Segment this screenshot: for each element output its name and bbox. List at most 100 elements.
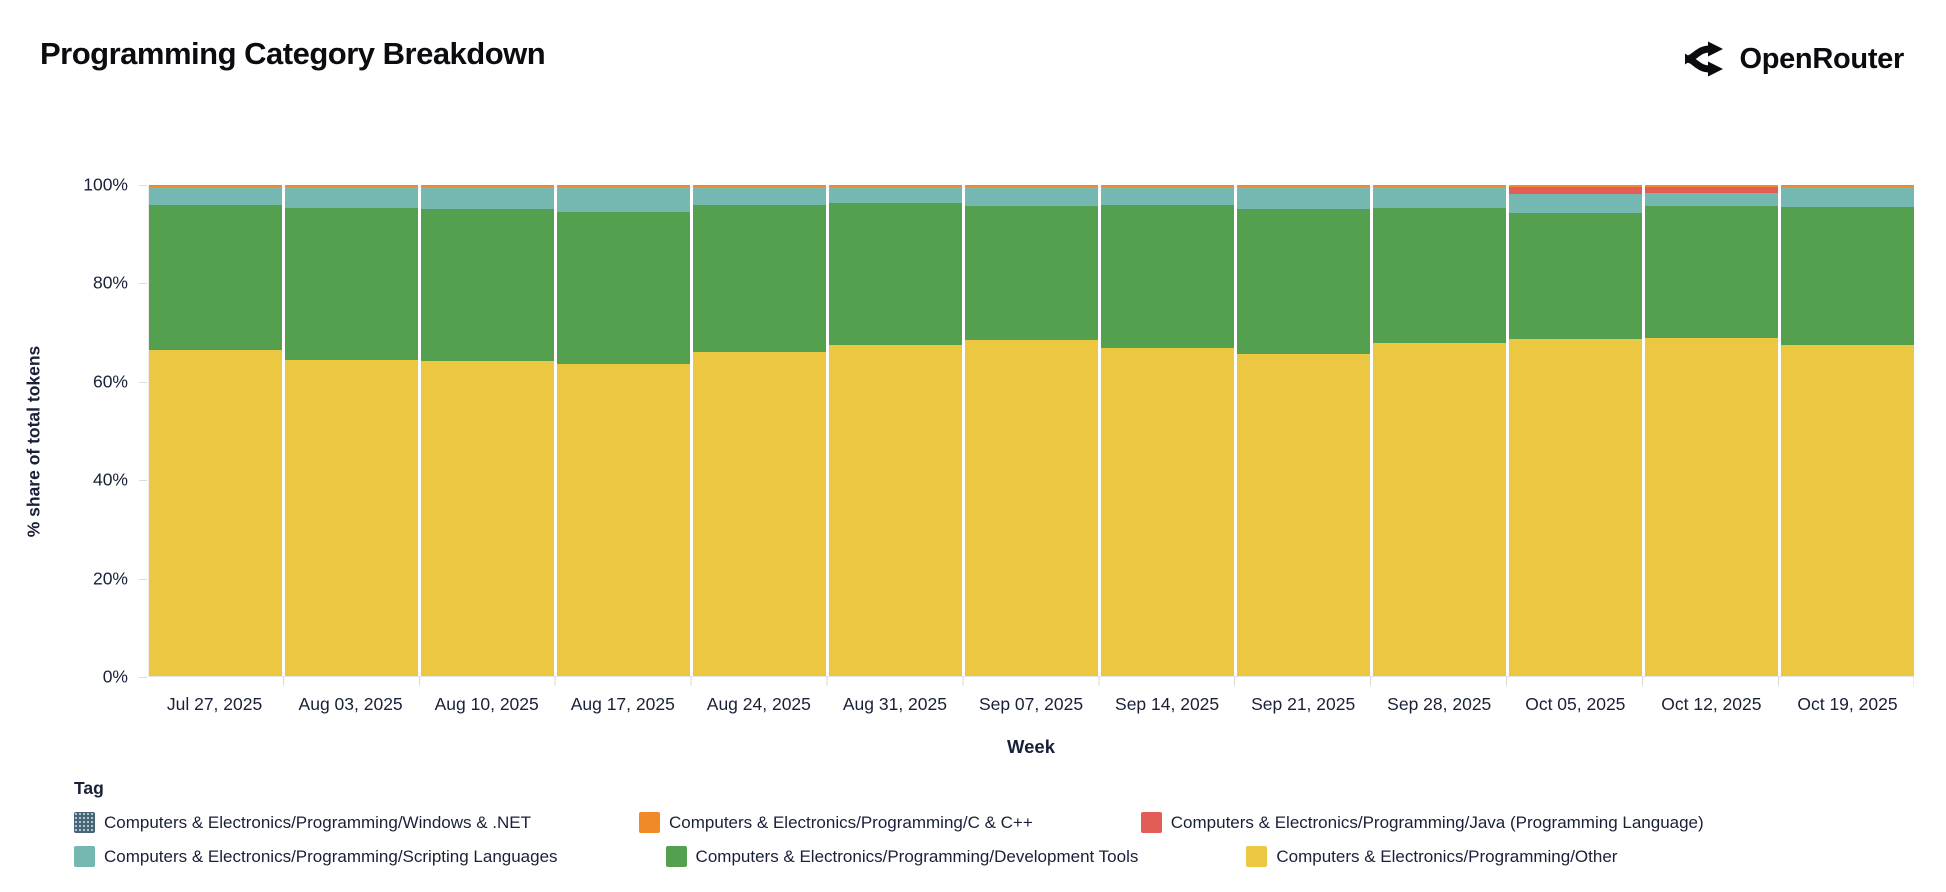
y-tick-label: 20%	[92, 568, 128, 589]
bar-segment[interactable]	[557, 186, 690, 212]
bar-segment[interactable]	[1645, 192, 1778, 207]
bar-segment[interactable]	[1645, 206, 1778, 338]
bar-segment[interactable]	[149, 205, 282, 351]
legend-item[interactable]: Computers & Electronics/Programming/Othe…	[1246, 846, 1617, 867]
bar-sep-14-2025	[1101, 185, 1234, 676]
bar-oct-05-2025	[1509, 185, 1642, 676]
bar-segment[interactable]	[1509, 186, 1642, 194]
bar-aug-10-2025	[421, 185, 554, 676]
x-tick-label: Sep 14, 2025	[1115, 694, 1220, 714]
bar-segment[interactable]	[693, 186, 826, 206]
y-tick-mark	[139, 578, 147, 580]
y-tick-label: 60%	[92, 371, 128, 392]
bar-segment[interactable]	[149, 350, 282, 676]
bar-segment[interactable]	[285, 359, 418, 676]
legend-swatch	[1246, 846, 1268, 867]
bar-segment[interactable]	[285, 186, 418, 209]
bar-aug-03-2025	[285, 185, 418, 676]
bar-jul-27-2025	[149, 185, 282, 676]
bar-oct-12-2025	[1645, 185, 1778, 676]
bar-segment[interactable]	[693, 185, 826, 187]
x-tick-label: Oct 12, 2025	[1661, 694, 1762, 714]
bar-segment[interactable]	[421, 185, 554, 187]
legend-swatch	[639, 812, 661, 833]
x-tick-label: Aug 03, 2025	[298, 694, 403, 714]
legend-swatch	[74, 812, 95, 833]
legend-label: Computers & Electronics/Programming/Wind…	[104, 812, 532, 832]
x-tick-label: Aug 24, 2025	[706, 694, 811, 714]
bar-aug-17-2025	[557, 185, 690, 676]
bar-sep-07-2025	[965, 185, 1098, 676]
x-tick-label: Sep 28, 2025	[1387, 694, 1492, 714]
bar-segment[interactable]	[285, 185, 418, 187]
y-tick-mark	[139, 283, 147, 285]
bar-aug-31-2025	[829, 185, 962, 676]
x-tick-label: Oct 19, 2025	[1797, 694, 1898, 714]
bar-segment[interactable]	[149, 185, 282, 187]
bar-segment[interactable]	[1781, 345, 1914, 676]
bar-segment[interactable]	[829, 185, 962, 187]
bar-segment[interactable]	[1781, 185, 1914, 187]
bar-segment[interactable]	[1509, 193, 1642, 213]
bar-segment[interactable]	[1237, 186, 1370, 210]
legend-item[interactable]: Computers & Electronics/Programming/Java…	[1140, 812, 1704, 833]
bar-segment[interactable]	[1373, 207, 1506, 344]
openrouter-logo[interactable]: OpenRouter	[1683, 38, 1904, 80]
x-tick-label: Aug 17, 2025	[570, 694, 675, 714]
x-tick-label: Sep 07, 2025	[978, 694, 1084, 714]
bar-segment[interactable]	[421, 360, 554, 676]
bar-segment[interactable]	[557, 185, 690, 187]
bar-segment[interactable]	[421, 186, 554, 210]
brand-name: OpenRouter	[1739, 42, 1904, 75]
legend-item[interactable]: Computers & Electronics/Programming/Scri…	[74, 846, 558, 867]
x-tick-label: Oct 05, 2025	[1525, 694, 1626, 714]
bar-segment[interactable]	[1645, 185, 1778, 187]
bar-segment[interactable]	[1101, 205, 1234, 348]
bar-segment[interactable]	[693, 352, 826, 676]
bar-segment[interactable]	[1645, 337, 1778, 676]
bar-segment[interactable]	[965, 185, 1098, 187]
bar-segment[interactable]	[965, 206, 1098, 340]
bar-segment[interactable]	[1373, 186, 1506, 208]
bar-segment[interactable]	[1781, 206, 1914, 346]
bar-segment[interactable]	[829, 202, 962, 346]
bar-sep-28-2025	[1373, 185, 1506, 676]
bar-segment[interactable]	[557, 211, 690, 365]
bar-segment[interactable]	[557, 364, 690, 676]
bar-segment[interactable]	[965, 186, 1098, 207]
legend-title: Tag	[74, 778, 104, 798]
bar-segment[interactable]	[1237, 209, 1370, 355]
y-tick-label: 80%	[92, 272, 128, 293]
bar-aug-24-2025	[693, 185, 826, 676]
bar-segment[interactable]	[829, 345, 962, 676]
bar-segment[interactable]	[1645, 186, 1778, 193]
bar-segment[interactable]	[1373, 343, 1506, 676]
bar-segment[interactable]	[1101, 347, 1234, 676]
openrouter-fork-icon	[1685, 41, 1724, 77]
bar-segment[interactable]	[149, 186, 282, 206]
legend-item[interactable]: Computers & Electronics/Programming/Deve…	[665, 846, 1138, 867]
bar-segment[interactable]	[1509, 185, 1642, 187]
bar-segment[interactable]	[1237, 185, 1370, 187]
legend-item[interactable]: Computers & Electronics/Programming/Wind…	[74, 812, 531, 833]
bar-segment[interactable]	[1237, 354, 1370, 676]
legend-item[interactable]: Computers & Electronics/Programming/C & …	[639, 812, 1033, 833]
bar-segment[interactable]	[1373, 185, 1506, 187]
bar-segment[interactable]	[1101, 186, 1234, 206]
x-tick-label: Aug 31, 2025	[842, 694, 947, 714]
legend-row-1: Computers & Electronics/Programming/Wind…	[74, 812, 1914, 833]
bar-segment[interactable]	[965, 339, 1098, 676]
bar-segment[interactable]	[285, 208, 418, 360]
y-tick-mark	[139, 185, 147, 186]
bar-segment[interactable]	[829, 186, 962, 203]
legend-label: Computers & Electronics/Programming/Othe…	[1276, 846, 1618, 866]
bar-segment[interactable]	[421, 209, 554, 361]
y-tick-mark	[139, 480, 147, 482]
bar-segment[interactable]	[1101, 185, 1234, 187]
bar-segment[interactable]	[693, 205, 826, 353]
y-tick-mark	[139, 381, 147, 383]
bar-segment[interactable]	[1509, 212, 1642, 339]
bar-segment[interactable]	[1781, 186, 1914, 207]
bar-segment[interactable]	[1509, 338, 1642, 676]
y-tick-mark	[139, 677, 147, 678]
